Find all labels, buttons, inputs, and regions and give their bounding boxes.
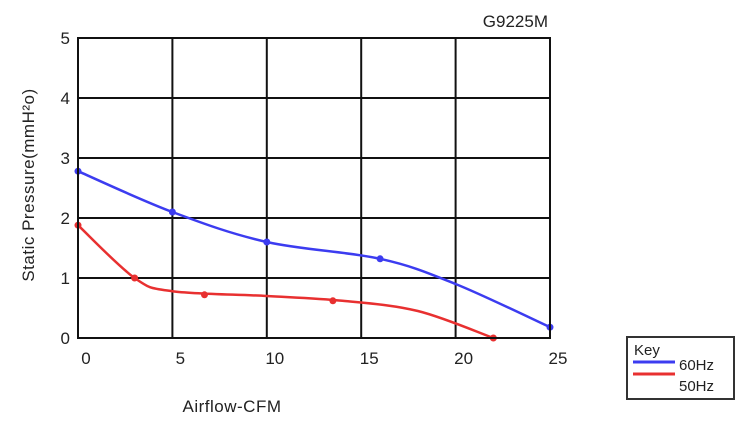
x-axis-title: Airflow-CFM <box>183 397 282 416</box>
data-point-60hz <box>263 239 270 246</box>
legend-label-50hz: 50Hz <box>679 378 714 395</box>
series-lines <box>78 171 550 338</box>
data-point-50hz <box>201 291 208 298</box>
data-point-60hz <box>377 255 384 262</box>
legend-label-60hz: 60Hz <box>679 357 714 374</box>
y-axis-title: Static Pressure(mmH²o) <box>19 88 38 281</box>
series-line-50hz <box>78 225 493 338</box>
x-tick-labels: 0 5 10 15 20 25 <box>81 349 567 368</box>
legend-title: Key <box>634 342 660 359</box>
y-tick-label: 4 <box>61 89 70 108</box>
y-tick-label: 0 <box>61 329 70 348</box>
y-tick-label: 3 <box>61 149 70 168</box>
data-point-60hz <box>169 209 176 216</box>
data-point-50hz <box>329 297 336 304</box>
x-tick-label: 20 <box>454 349 473 368</box>
x-tick-label: 15 <box>360 349 379 368</box>
x-tick-label: 10 <box>265 349 284 368</box>
x-tick-label: 25 <box>549 349 568 368</box>
x-tick-label: 5 <box>176 349 185 368</box>
data-point-50hz <box>131 275 138 282</box>
y-tick-label: 1 <box>61 269 70 288</box>
series-line-60hz <box>78 171 550 327</box>
x-tick-label: 0 <box>81 349 90 368</box>
y-tick-label: 2 <box>61 209 70 228</box>
series-markers <box>75 168 554 342</box>
y-tick-label: 5 <box>61 29 70 48</box>
legend: Key 60Hz 50Hz <box>627 337 734 399</box>
chart-title: G9225M <box>483 12 548 31</box>
y-tick-labels: 0 1 2 3 4 5 <box>61 29 70 348</box>
